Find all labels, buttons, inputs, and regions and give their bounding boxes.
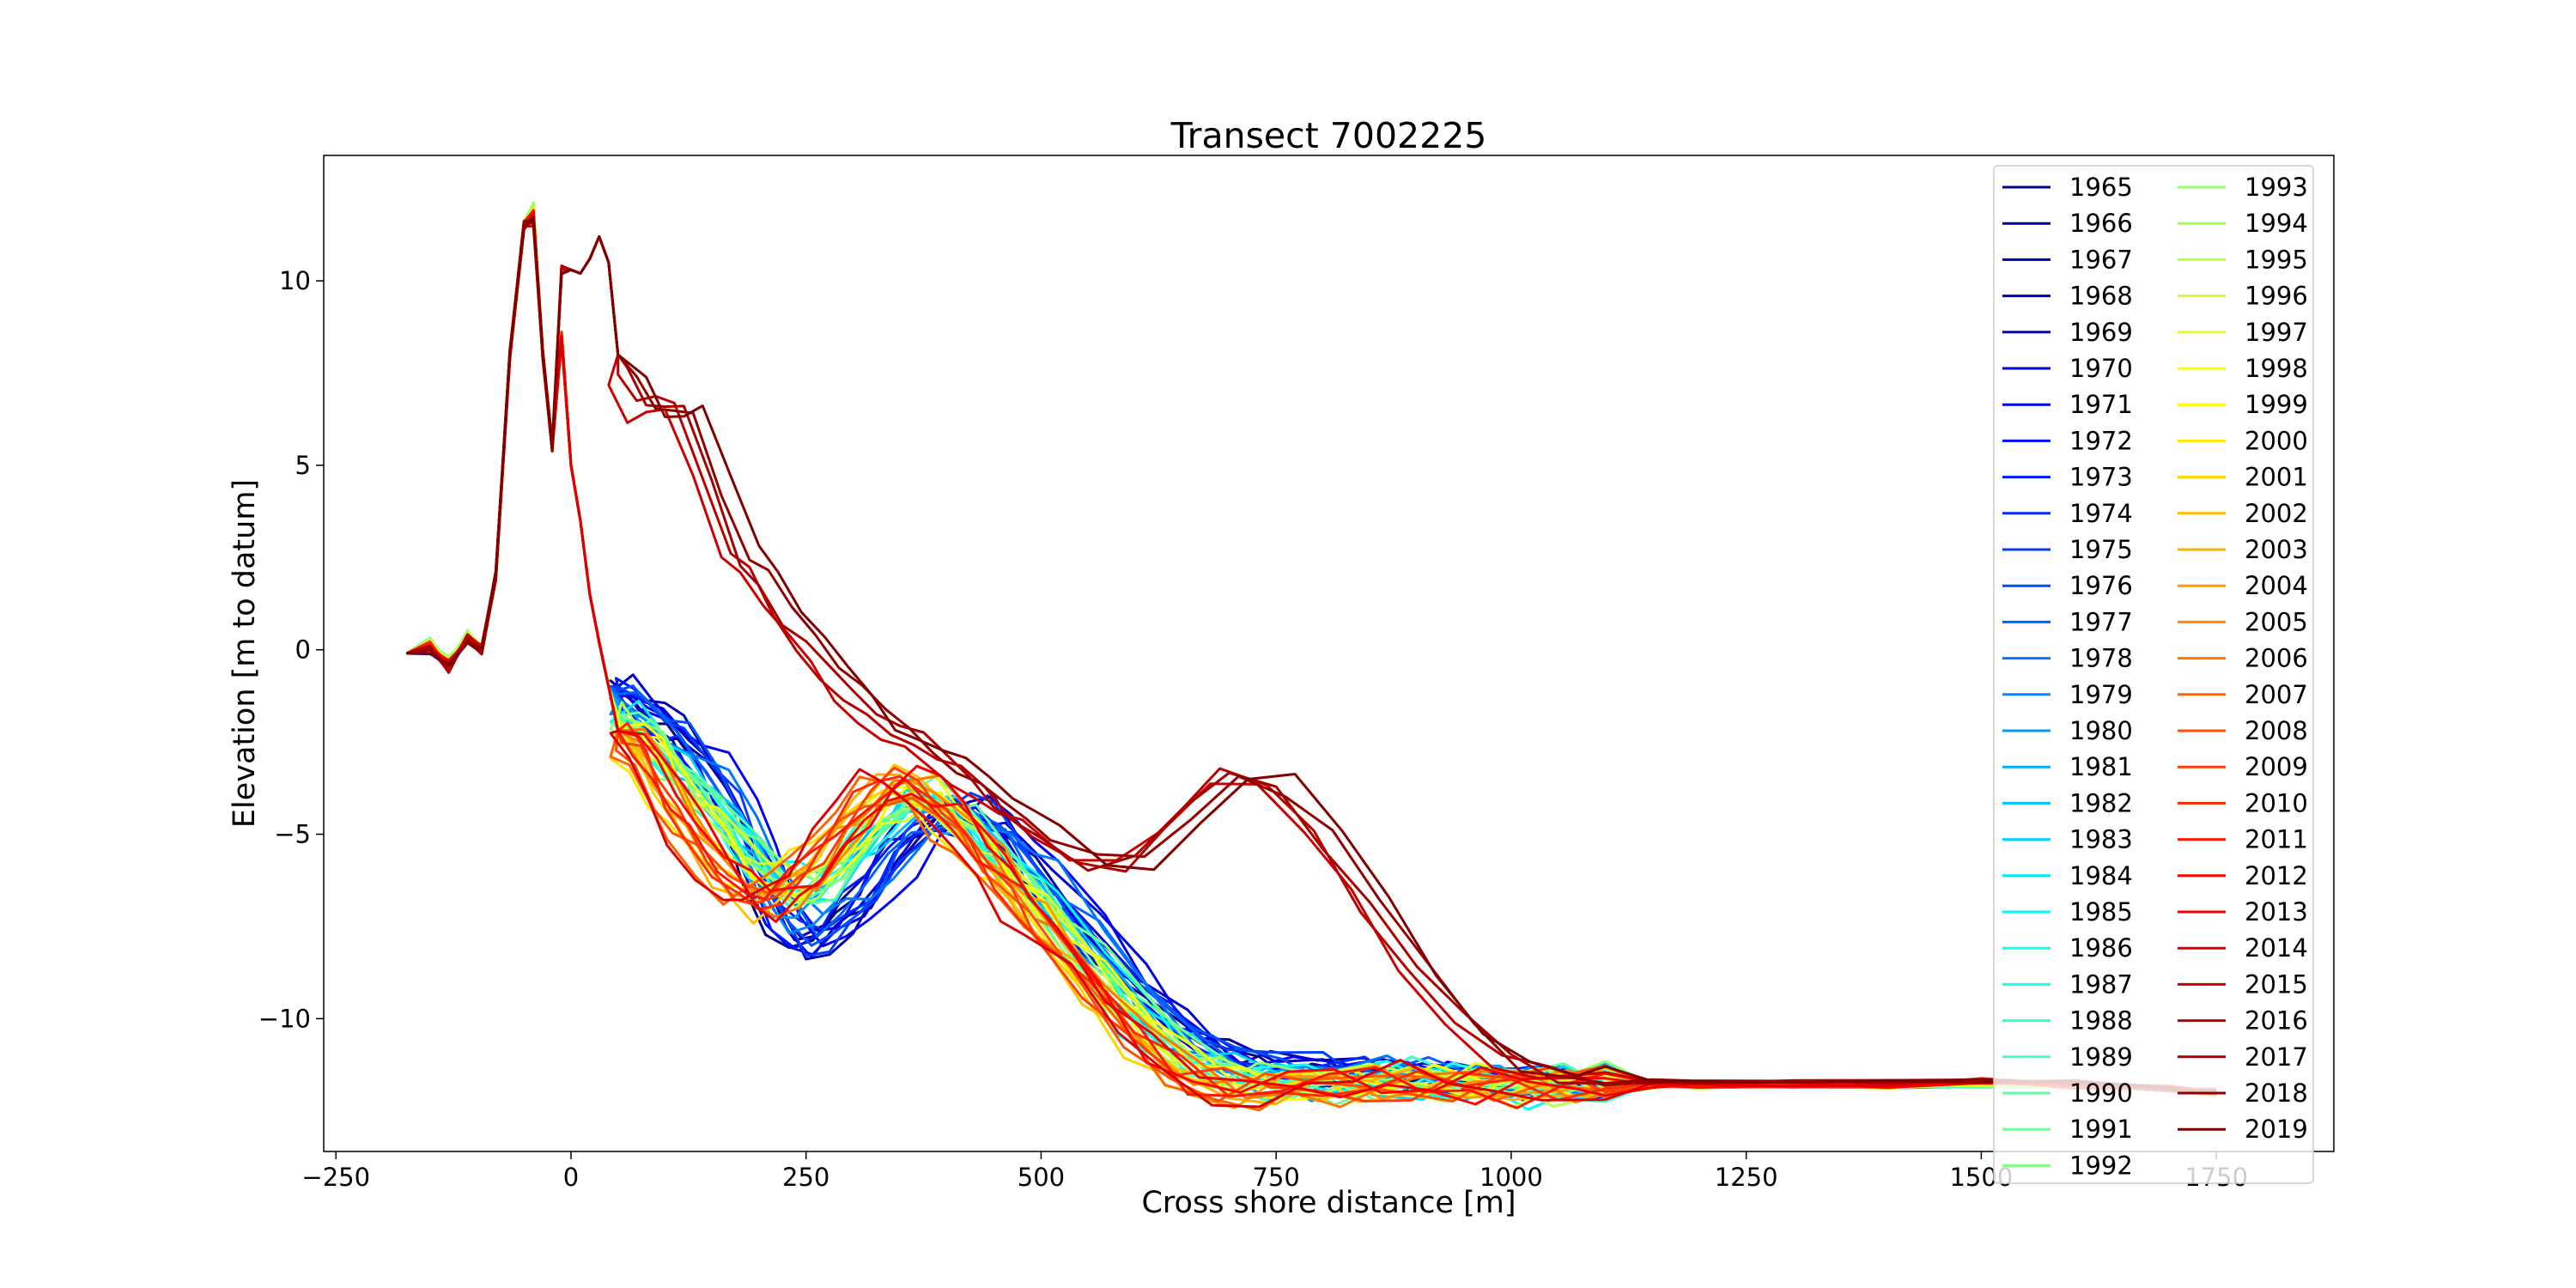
legend-label-1967: 1967 bbox=[2069, 245, 2133, 274]
legend-label-2008: 2008 bbox=[2245, 716, 2308, 745]
legend-label-2005: 2005 bbox=[2245, 607, 2308, 636]
legend-label-1988: 1988 bbox=[2069, 1006, 2133, 1036]
legend-label-2011: 2011 bbox=[2245, 825, 2308, 854]
legend-label-1977: 1977 bbox=[2069, 607, 2133, 636]
chart-title: Transect 7002225 bbox=[1170, 115, 1487, 156]
legend-label-2018: 2018 bbox=[2245, 1078, 2308, 1108]
y-tick-label: −5 bbox=[274, 820, 311, 849]
legend-label-1968: 1968 bbox=[2069, 282, 2133, 311]
legend-label-1972: 1972 bbox=[2069, 426, 2133, 455]
y-tick-label: 0 bbox=[295, 635, 311, 665]
legend-label-1990: 1990 bbox=[2069, 1078, 2133, 1108]
legend-label-1970: 1970 bbox=[2069, 354, 2133, 383]
legend-label-2003: 2003 bbox=[2245, 535, 2308, 564]
legend-label-1996: 1996 bbox=[2245, 282, 2308, 311]
x-axis-label: Cross shore distance [m] bbox=[1141, 1186, 1516, 1220]
legend-label-1998: 1998 bbox=[2245, 354, 2308, 383]
legend-label-1975: 1975 bbox=[2069, 535, 2133, 564]
legend-label-1973: 1973 bbox=[2069, 463, 2133, 492]
y-axis-label: Elevation [m to datum] bbox=[228, 479, 262, 828]
legend-label-2002: 2002 bbox=[2245, 499, 2308, 528]
legend-label-1969: 1969 bbox=[2069, 318, 2133, 347]
legend-label-1987: 1987 bbox=[2069, 969, 2133, 999]
legend-label-1980: 1980 bbox=[2069, 716, 2133, 745]
legend: 1965 1966 1967 1968 1969 1970 1971 1972 1973 1974… bbox=[1993, 165, 2314, 1184]
legend-label-2017: 2017 bbox=[2245, 1042, 2308, 1072]
legend-label-2010: 2010 bbox=[2245, 788, 2308, 817]
y-axis-ticks: 10 5 0 −5 −10 bbox=[258, 266, 324, 1033]
legend-label-1994: 1994 bbox=[2245, 209, 2308, 238]
legend-label-2014: 2014 bbox=[2245, 933, 2308, 963]
legend-label-2015: 2015 bbox=[2245, 969, 2308, 999]
legend-label-1983: 1983 bbox=[2069, 825, 2133, 854]
legend-label-1997: 1997 bbox=[2245, 318, 2308, 347]
x-tick-label: 0 bbox=[563, 1163, 579, 1192]
x-tick-label: 1250 bbox=[1715, 1163, 1778, 1192]
legend-label-1976: 1976 bbox=[2069, 571, 2133, 600]
x-tick-label: −250 bbox=[301, 1163, 370, 1192]
legend-label-1993: 1993 bbox=[2245, 173, 2308, 202]
legend-label-2000: 2000 bbox=[2245, 426, 2308, 455]
series-line-2019 bbox=[406, 218, 2217, 1095]
legend-label-2006: 2006 bbox=[2245, 644, 2308, 673]
legend-label-1985: 1985 bbox=[2069, 897, 2133, 927]
legend-label-1971: 1971 bbox=[2069, 390, 2133, 419]
legend-label-2007: 2007 bbox=[2245, 680, 2308, 709]
legend-label-1982: 1982 bbox=[2069, 788, 2133, 817]
x-tick-label: 750 bbox=[1253, 1163, 1300, 1192]
legend-label-2016: 2016 bbox=[2245, 1006, 2308, 1036]
y-tick-label: 5 bbox=[295, 451, 311, 480]
legend-label-1974: 1974 bbox=[2069, 499, 2133, 528]
plot-area bbox=[323, 155, 2335, 1152]
legend-label-1991: 1991 bbox=[2069, 1115, 2133, 1144]
legend-label-1981: 1981 bbox=[2069, 752, 2133, 781]
legend-label-1992: 1992 bbox=[2069, 1151, 2133, 1180]
legend-label-2019: 2019 bbox=[2245, 1115, 2308, 1144]
y-tick-label: 10 bbox=[279, 266, 311, 295]
legend-label-1984: 1984 bbox=[2069, 861, 2133, 890]
legend-label-1995: 1995 bbox=[2245, 245, 2308, 274]
legend-label-2009: 2009 bbox=[2245, 752, 2308, 781]
legend-label-2012: 2012 bbox=[2245, 861, 2308, 890]
legend-label-1978: 1978 bbox=[2069, 644, 2133, 673]
x-tick-label: 1000 bbox=[1479, 1163, 1543, 1192]
x-tick-label: 250 bbox=[782, 1163, 829, 1192]
legend-label-1999: 1999 bbox=[2245, 390, 2308, 419]
legend-label-1965: 1965 bbox=[2069, 173, 2133, 202]
legend-label-2004: 2004 bbox=[2245, 571, 2308, 600]
legend-label-1986: 1986 bbox=[2069, 933, 2133, 963]
legend-box bbox=[1993, 165, 2314, 1184]
legend-label-1989: 1989 bbox=[2069, 1042, 2133, 1072]
x-tick-label: 500 bbox=[1018, 1163, 1065, 1192]
series-lines bbox=[405, 201, 2217, 1112]
y-tick-label: −10 bbox=[258, 1004, 311, 1033]
legend-label-1979: 1979 bbox=[2069, 680, 2133, 709]
legend-label-1966: 1966 bbox=[2069, 209, 2133, 238]
legend-label-2013: 2013 bbox=[2245, 897, 2308, 927]
legend-label-2001: 2001 bbox=[2245, 463, 2308, 492]
